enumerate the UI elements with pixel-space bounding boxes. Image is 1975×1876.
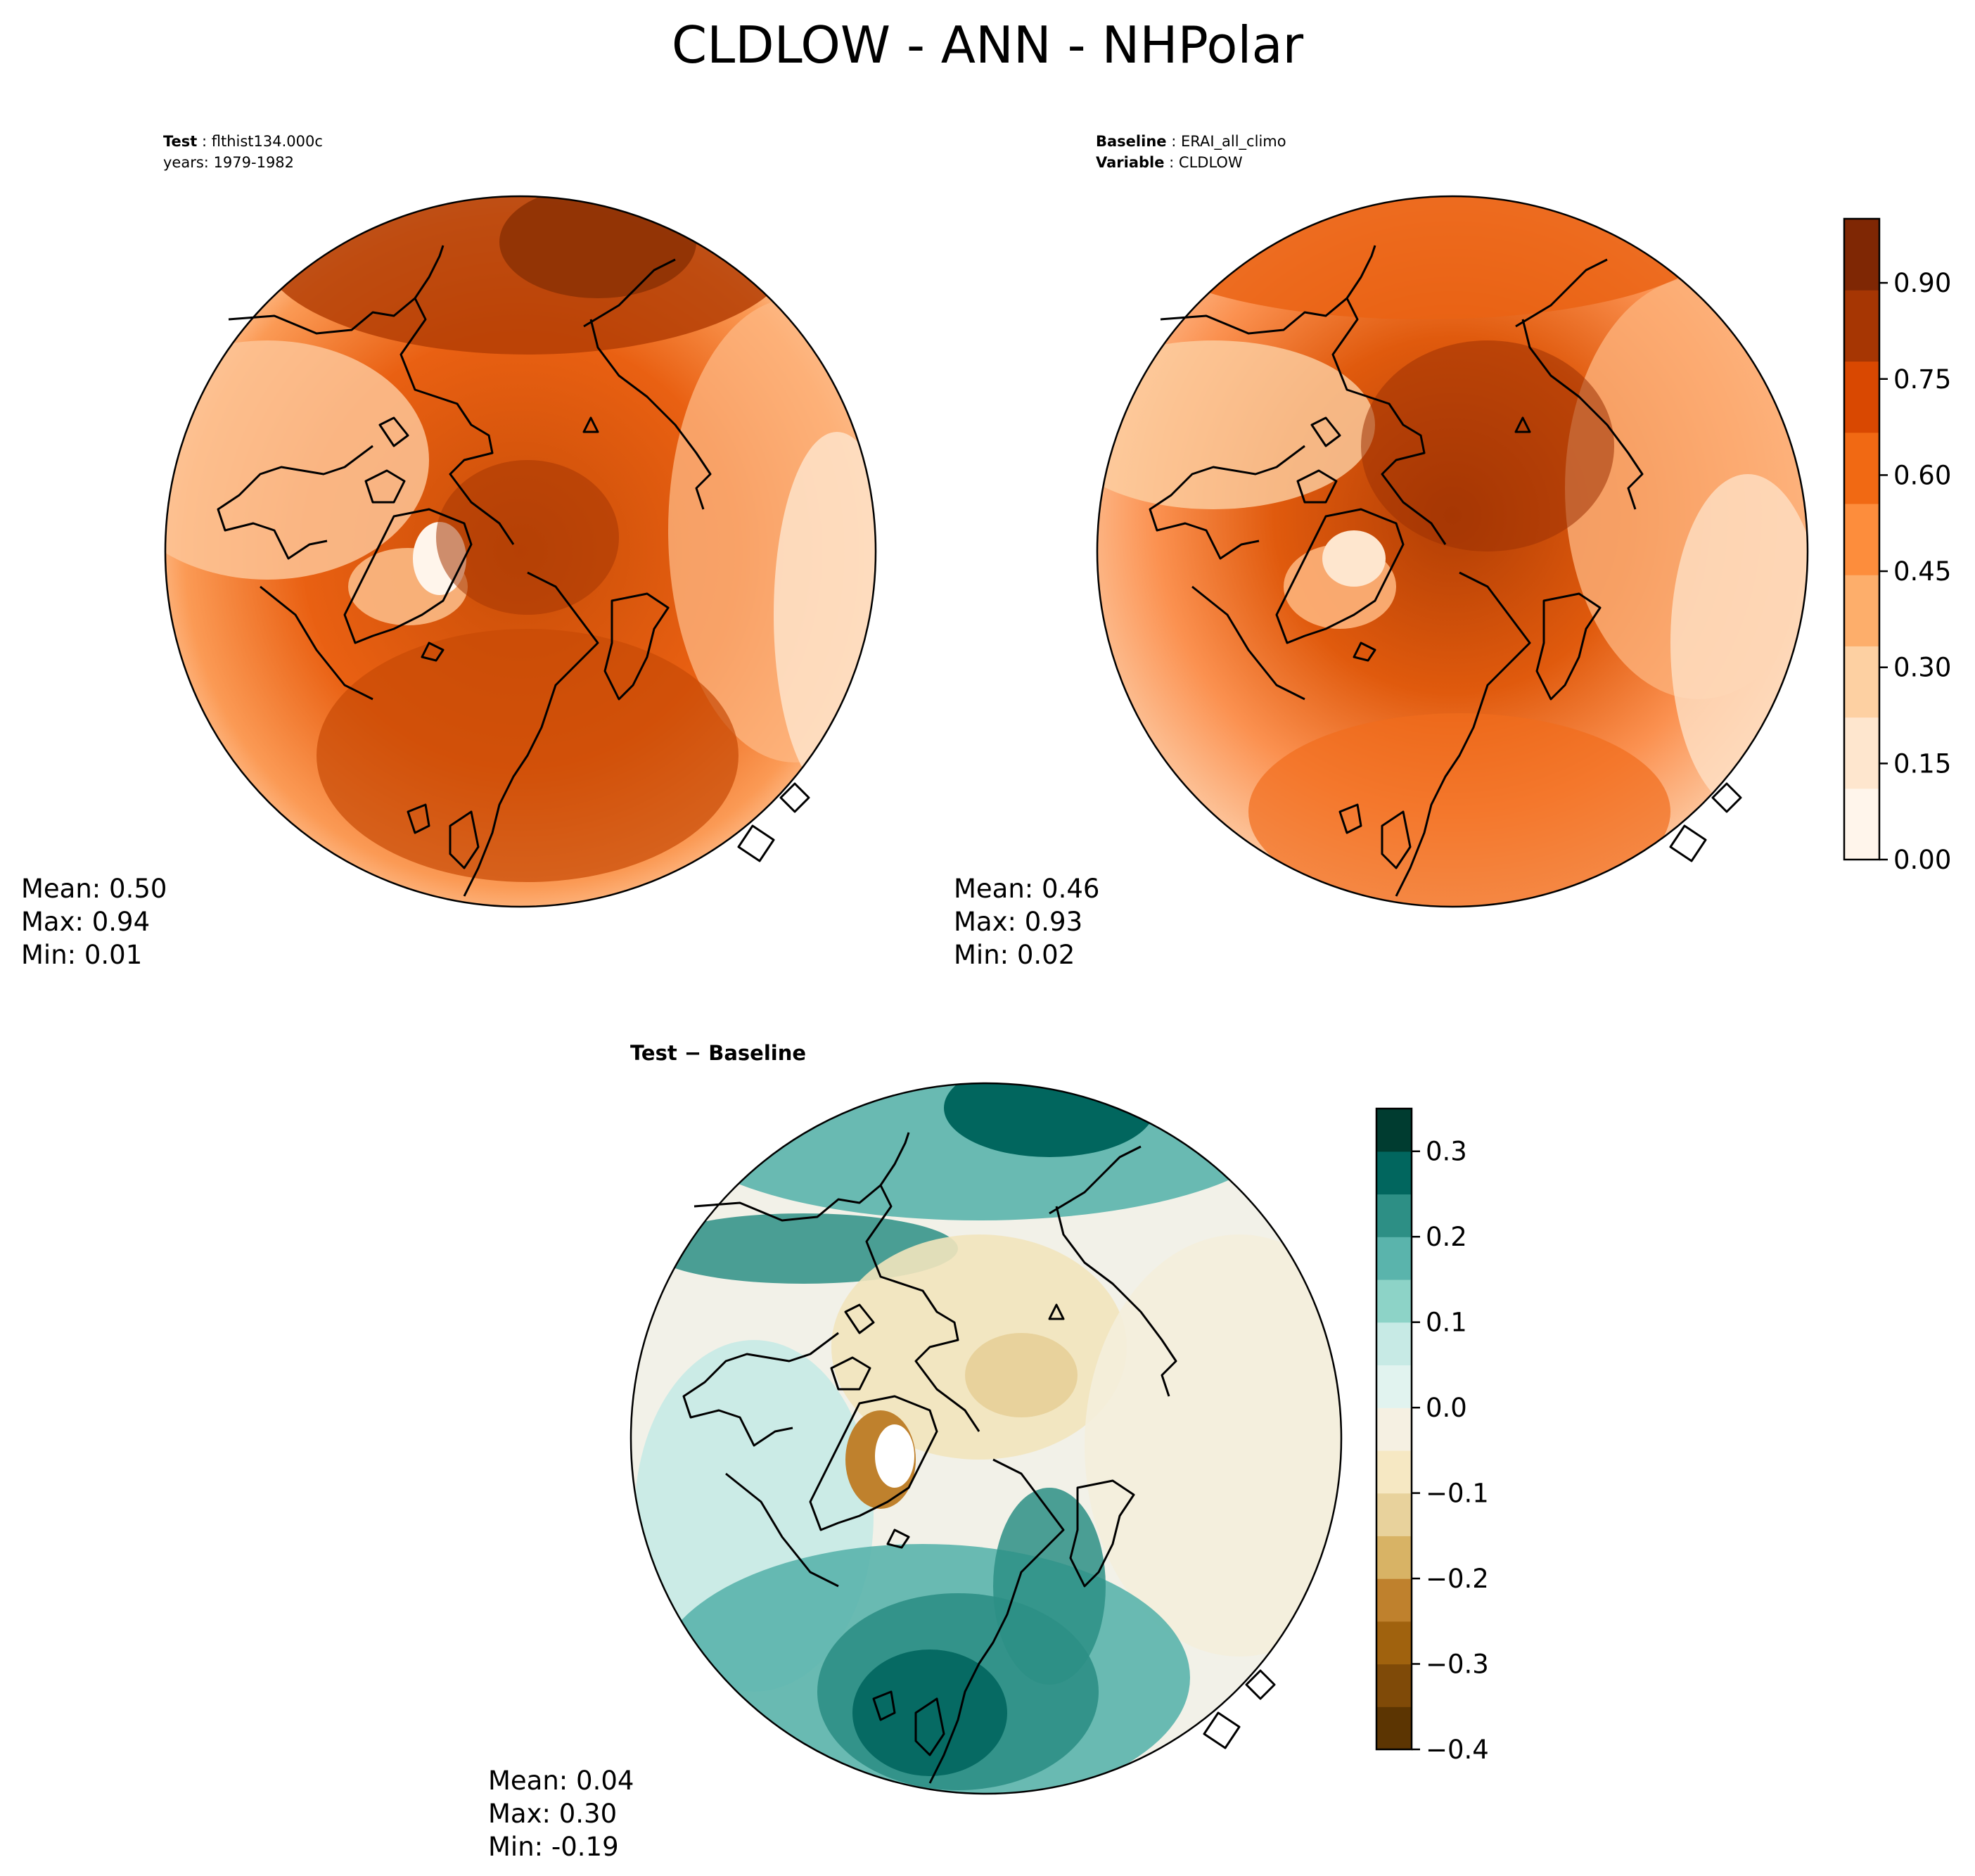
- difference-colorbar-tick-label: −0.4: [1426, 1735, 1489, 1762]
- top-colorbar-tick-label: 0.15: [1893, 748, 1951, 779]
- test-years: 1979-1982: [213, 154, 295, 171]
- difference-colorbar-swatch: [1376, 1109, 1412, 1152]
- difference-colorbar-tick-label: 0.2: [1426, 1222, 1467, 1252]
- top-colorbar-swatch: [1844, 575, 1879, 646]
- test-map: [164, 195, 877, 908]
- difference-colorbar-swatch: [1376, 1322, 1412, 1365]
- difference-title: Test − Baseline: [630, 1041, 807, 1065]
- baseline-field: [1097, 196, 1808, 907]
- difference-coastlines: [682, 1132, 1276, 1784]
- difference-colorbar-swatch: [1376, 1664, 1412, 1707]
- top-colorbar-tick-label: 0.45: [1893, 556, 1951, 587]
- test-field: [165, 196, 876, 907]
- top-colorbar-tick-label: 0.90: [1893, 268, 1951, 298]
- difference-colorbar-tick-label: 0.0: [1426, 1393, 1467, 1423]
- difference-stats: Mean: 0.04 Max: 0.30 Min: -0.19: [488, 1764, 634, 1863]
- baseline-coastlines: [1149, 245, 1742, 897]
- top-colorbar-swatch: [1844, 646, 1879, 718]
- difference-colorbar-swatch: [1376, 1408, 1412, 1451]
- difference-colorbar-swatch: [1376, 1536, 1412, 1579]
- difference-colorbar-tick-label: −0.1: [1426, 1479, 1489, 1509]
- test-max: Max: 0.94: [21, 907, 151, 937]
- difference-colorbar-tick-label: 0.1: [1426, 1308, 1467, 1338]
- difference-colorbar-ticks: 0.3 0.2 0.1 0.0 −0.1 −0.2 −0.3 −0.4: [1412, 1137, 1489, 1762]
- difference-colorbar-swatch: [1376, 1493, 1412, 1536]
- variable-label: Variable: [1096, 154, 1165, 171]
- difference-colorbar-swatch: [1376, 1194, 1412, 1237]
- difference-colorbar-tick-label: −0.2: [1426, 1564, 1489, 1594]
- top-colorbar-tick-label: 0.00: [1893, 845, 1951, 872]
- top-colorbar-swatch: [1844, 788, 1879, 860]
- difference-mean: Mean: 0.04: [488, 1766, 634, 1796]
- difference-colorbar-tick-label: −0.3: [1426, 1650, 1489, 1680]
- test-meta: Test : flthist134.000c years: 1979-1982: [163, 133, 323, 171]
- top-colorbar-tick-label: 0.30: [1893, 653, 1951, 683]
- difference-map: [629, 1082, 1343, 1795]
- top-colorbar-swatch: [1844, 432, 1879, 504]
- difference-colorbar-frame: [1375, 1107, 1413, 1751]
- baseline-mean: Mean: 0.46: [954, 874, 1100, 904]
- figure-title: CLDLOW - ANN - NHPolar: [671, 15, 1304, 75]
- test-mean: Mean: 0.50: [21, 874, 167, 904]
- top-colorbar-swatch: [1844, 219, 1879, 291]
- top-colorbar-tick-label: 0.75: [1893, 364, 1951, 395]
- baseline-stats: Mean: 0.46 Max: 0.93 Min: 0.02: [954, 872, 1099, 971]
- difference-colorbar-swatch: [1376, 1578, 1412, 1622]
- difference-max: Max: 0.30: [488, 1799, 618, 1829]
- baseline-label: Baseline: [1096, 133, 1167, 150]
- difference-map-frame: [629, 1082, 1343, 1795]
- test-coastlines: [217, 245, 810, 897]
- top-colorbar-swatch: [1844, 361, 1879, 433]
- baseline-min: Min: 0.02: [954, 940, 1075, 970]
- baseline-map-frame: [1096, 195, 1809, 908]
- test-name: flthist134.000c: [211, 133, 323, 150]
- difference-colorbar-swatches: [1376, 1109, 1412, 1750]
- variable-name: CLDLOW: [1178, 154, 1243, 171]
- difference-colorbar-swatch: [1376, 1365, 1412, 1408]
- top-colorbar-frame: [1843, 217, 1881, 861]
- difference-colorbar-tick-label: 0.3: [1426, 1137, 1467, 1167]
- test-label: Test: [163, 133, 198, 150]
- difference-min: Min: -0.19: [488, 1832, 619, 1862]
- difference-colorbar-swatch: [1376, 1237, 1412, 1280]
- test-map-frame: [164, 195, 877, 908]
- test-stats: Mean: 0.50 Max: 0.94 Min: 0.01: [21, 872, 167, 971]
- top-colorbar-ticks: 0.00 0.15 0.30 0.45 0.60 0.75 0.90: [1879, 268, 1951, 872]
- difference-colorbar-swatch: [1376, 1279, 1412, 1323]
- top-colorbar-tick-label: 0.60: [1893, 460, 1951, 490]
- top-colorbar: 0.00 0.15 0.30 0.45 0.60 0.75 0.90: [1843, 217, 1951, 872]
- difference-colorbar-swatch: [1376, 1706, 1412, 1750]
- top-colorbar-swatch: [1844, 717, 1879, 789]
- top-colorbar-swatch: [1844, 290, 1879, 362]
- test-min: Min: 0.01: [21, 940, 143, 970]
- top-colorbar-swatch: [1844, 503, 1879, 575]
- baseline-meta: Baseline : ERAI_all_climo Variable : CLD…: [1096, 133, 1286, 171]
- difference-colorbar-swatch: [1376, 1450, 1412, 1494]
- top-colorbar-swatches: [1844, 219, 1879, 860]
- baseline-max: Max: 0.93: [954, 907, 1083, 937]
- baseline-map: [1096, 195, 1809, 908]
- test-years-label: years: [163, 154, 204, 171]
- baseline-name: ERAI_all_climo: [1180, 133, 1286, 150]
- difference-colorbar-swatch: [1376, 1621, 1412, 1665]
- difference-colorbar: 0.3 0.2 0.1 0.0 −0.1 −0.2 −0.3 −0.4: [1375, 1107, 1489, 1762]
- difference-field: [631, 1083, 1341, 1794]
- difference-colorbar-swatch: [1376, 1151, 1412, 1195]
